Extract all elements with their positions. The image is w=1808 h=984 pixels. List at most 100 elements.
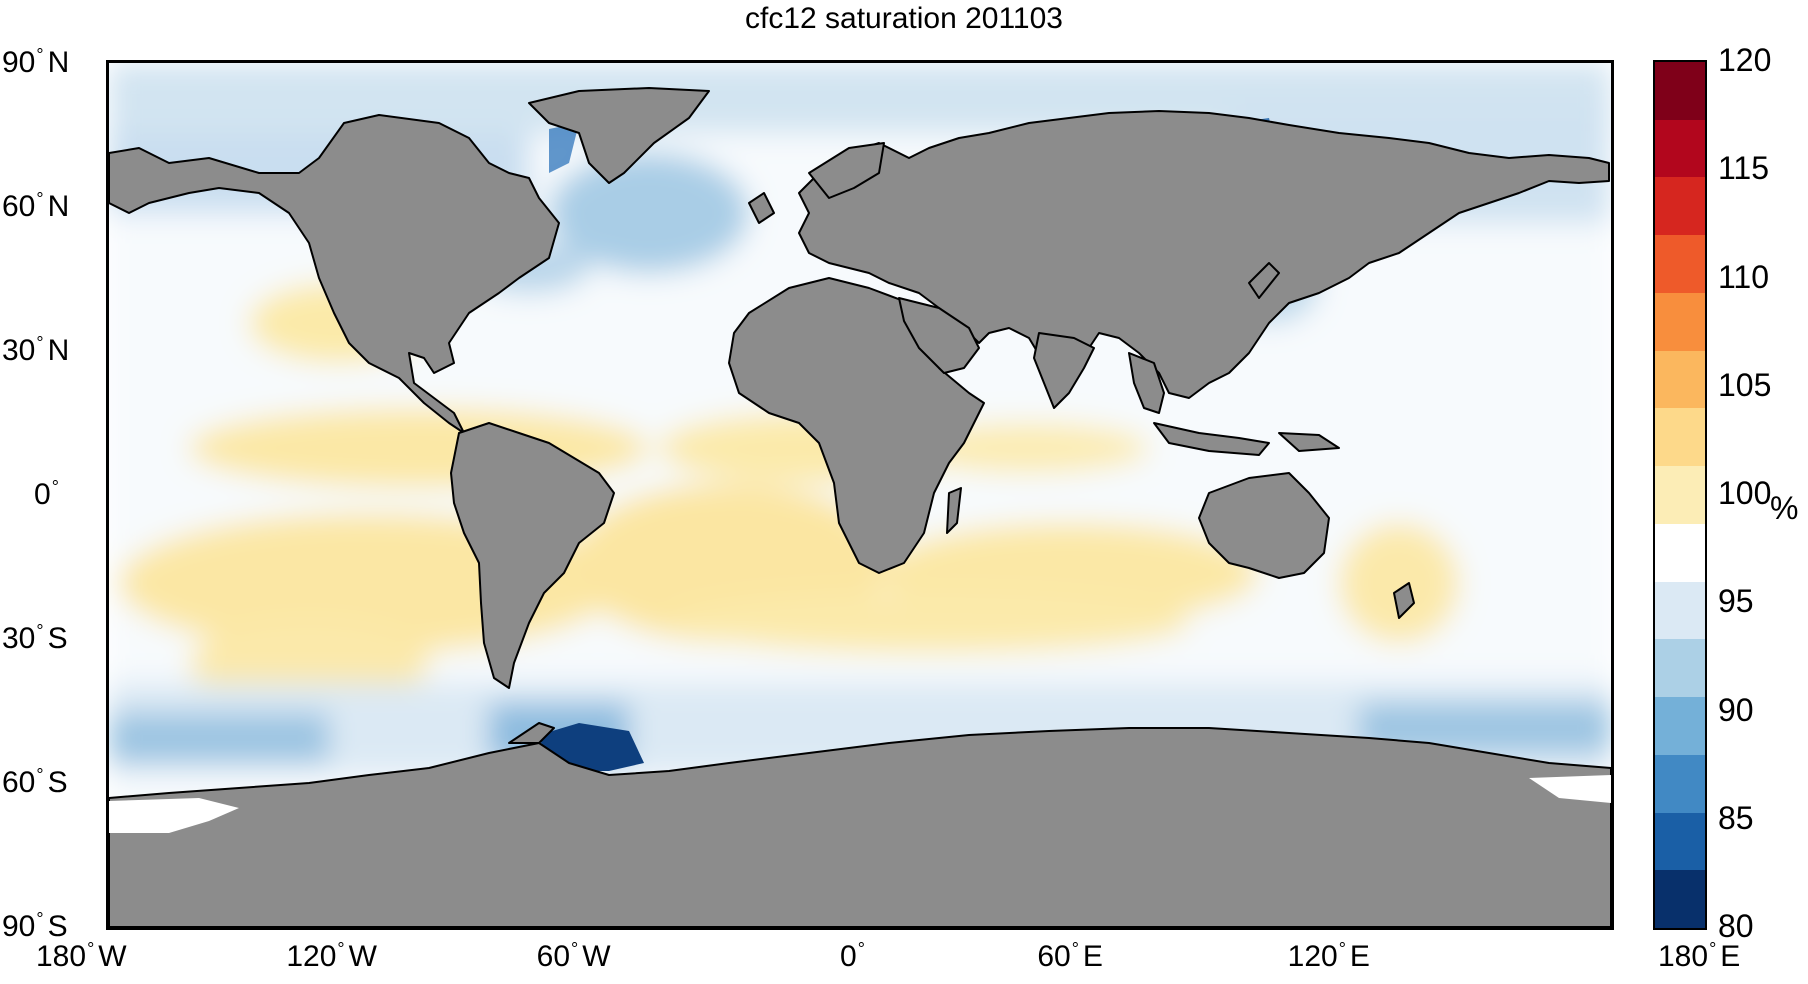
arabian-peninsula (898, 297, 980, 374)
longitude-tick-label-hemisphere: W (98, 940, 127, 973)
colorbar-tick-label: 105 (1718, 366, 1772, 403)
degree-symbol: ° (36, 909, 44, 929)
eurasia (798, 110, 1610, 399)
latitude-tick-label-value: 90 (2, 46, 36, 79)
latitude-tick-label-value: 30 (2, 622, 36, 655)
latitude-tick-label: 30° S (2, 621, 68, 655)
colorbar-segment (1655, 754, 1705, 814)
japan (1248, 262, 1280, 299)
india (1033, 332, 1095, 409)
latitude-tick-label: 60° S (2, 765, 68, 799)
latitude-tick-label: 90° N (2, 45, 70, 79)
colorbar-segment (1655, 350, 1705, 410)
latitude-tick-label-value: 90 (2, 910, 36, 943)
colorbar-tick-label: 90 (1718, 691, 1754, 728)
latitude-tick-label-hemisphere: N (47, 46, 70, 79)
colorbar-segment (1655, 62, 1705, 121)
colorbar-tick-label: 110 (1718, 258, 1770, 295)
land-masses (109, 87, 1611, 927)
north-america (109, 114, 560, 434)
longitude-tick-label-value: 0 (840, 940, 857, 973)
colorbar-segment (1655, 408, 1705, 468)
degree-symbol: ° (36, 45, 44, 65)
indonesia (1153, 422, 1270, 456)
longitude-tick-label-value: 60 (536, 940, 571, 973)
longitude-tick-label: 60° W (536, 939, 611, 973)
colorbar-segment (1655, 292, 1705, 352)
longitude-tick-label: 180° E (1658, 939, 1741, 973)
degree-symbol: ° (36, 189, 44, 209)
new-guinea (1278, 432, 1340, 452)
colorbar-segment (1655, 119, 1705, 179)
scandinavia (808, 142, 885, 199)
weddell-sea-low (539, 723, 644, 771)
map-title: cfc12 saturation 201103 (744, 2, 1063, 35)
longitude-tick-label: 120° E (1287, 939, 1370, 973)
longitude-tick-label-value: 120 (1287, 940, 1338, 973)
degree-symbol: ° (36, 621, 44, 641)
latitude-tick-label: 90° S (2, 909, 68, 943)
colorbar-unit: % (1770, 490, 1799, 526)
latitude-tick-label: 60° N (2, 189, 70, 223)
world-map (106, 60, 1614, 930)
degree-symbol: ° (51, 477, 59, 497)
south-america (450, 422, 615, 689)
colorbar-tick-label: 115 (1718, 150, 1770, 187)
colorbar-segment (1655, 697, 1705, 756)
longitude-tick-label-hemisphere: E (1720, 940, 1741, 973)
latitude-tick-label: 0° (34, 477, 63, 511)
colorbar (1653, 60, 1707, 930)
antarctic-peninsula (508, 722, 555, 744)
latitude-tick-label-hemisphere: S (47, 622, 68, 655)
degree-symbol: ° (36, 333, 44, 353)
latitude-tick-label-value: 30 (2, 334, 36, 367)
longitude-tick-label-hemisphere: W (582, 940, 611, 973)
longitude-tick-label-value: 180 (1658, 940, 1709, 973)
degree-symbol: ° (337, 939, 345, 959)
latitude-tick-label: 30° N (2, 333, 70, 367)
degree-symbol: ° (571, 939, 579, 959)
map-canvas (109, 63, 1611, 927)
colorbar-segment (1655, 177, 1705, 237)
colorbar-segment (1655, 581, 1705, 641)
longitude-tick-label: 60° E (1037, 939, 1103, 973)
colorbar-segment (1655, 466, 1705, 525)
latitude-tick-label-hemisphere: N (47, 334, 70, 367)
longitude-tick-label: 180° W (36, 939, 127, 973)
colorbar-segment (1655, 812, 1705, 872)
colorbar-tick-label: 80 (1718, 908, 1754, 944)
degree-symbol: ° (87, 939, 95, 959)
degree-symbol: ° (857, 939, 865, 959)
australia (1198, 472, 1330, 579)
colorbar-segment (1655, 523, 1705, 583)
no-data-region (109, 798, 239, 833)
latitude-tick-label-hemisphere: S (47, 766, 68, 799)
colorbar-tick-label: 95 (1718, 583, 1754, 620)
latitude-tick-label-value: 60 (2, 190, 36, 223)
longitude-tick-label: 0° (840, 939, 869, 973)
longitude-tick-label-value: 120 (286, 940, 337, 973)
new-zealand (1393, 582, 1415, 619)
north-atlantic-cold (549, 153, 749, 273)
longitude-tick-label-value: 60 (1037, 940, 1071, 973)
colorbar-segment (1655, 235, 1705, 294)
colorbar-segment (1655, 639, 1705, 699)
longitude-tick-label-value: 180 (36, 940, 87, 973)
latitude-tick-label-value: 0 (34, 478, 51, 511)
degree-symbol: ° (1709, 939, 1717, 959)
longitude-tick-label-hemisphere: W (348, 940, 377, 973)
antarctica (109, 727, 1611, 927)
longitude-tick-label-hemisphere: E (1082, 940, 1103, 973)
latitude-tick-label-hemisphere: N (47, 190, 70, 223)
greenland (528, 87, 710, 184)
colorbar-tick-label: 85 (1718, 799, 1754, 836)
madagascar (946, 487, 962, 534)
longitude-tick-label-hemisphere: E (1349, 940, 1370, 973)
degree-symbol: ° (36, 765, 44, 785)
latitude-tick-label-hemisphere: S (47, 910, 68, 943)
colorbar-segment (1655, 870, 1705, 928)
degree-symbol: ° (1338, 939, 1346, 959)
southeast-asia (1128, 352, 1165, 414)
latitude-tick-label-value: 60 (2, 766, 36, 799)
degree-symbol: ° (1071, 939, 1079, 959)
